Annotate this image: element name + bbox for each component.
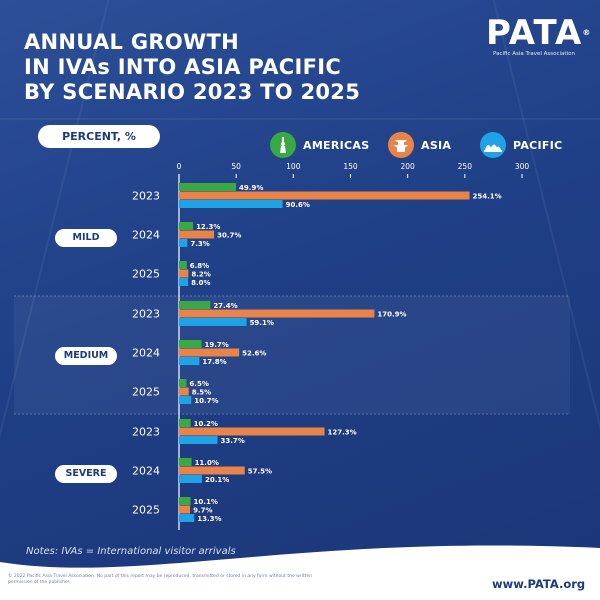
- data-label: 8.5%: [192, 389, 211, 397]
- bar-pacific: [179, 396, 192, 404]
- bar-americas: [179, 301, 211, 309]
- logo-text: PATA: [486, 13, 583, 53]
- data-label: 33.7%: [221, 437, 245, 445]
- data-label: 17.8%: [202, 358, 226, 366]
- data-label: 90.6%: [286, 201, 310, 209]
- data-label: 8.0%: [191, 279, 210, 287]
- legend-label-asia: ASIA: [421, 138, 452, 152]
- legend-item-pacific: PACIFIC: [480, 130, 563, 160]
- scenario-label-severe: SEVERE: [55, 465, 117, 483]
- footnote: Notes: IVAs = International visitor arri…: [26, 546, 236, 557]
- data-label: 10.2%: [194, 420, 218, 428]
- statue-of-liberty-icon: [270, 132, 296, 158]
- logo-wordmark: PATA®: [486, 13, 590, 53]
- bar-americas: [179, 419, 191, 427]
- bar-asia: [179, 348, 240, 357]
- bar-pacific: [179, 514, 195, 522]
- logo-subtitle: Pacific Asia Travel Association: [493, 51, 575, 57]
- legend-label-pacific: PACIFIC: [513, 138, 563, 152]
- pata-logo: PATA® Pacific Asia Travel Association: [486, 13, 590, 57]
- scenario-label-mild: MILD: [55, 229, 117, 247]
- bar-asia: [179, 387, 189, 396]
- data-label: 49.9%: [239, 184, 263, 192]
- data-label: 11.0%: [195, 459, 219, 467]
- background-line: [0, 118, 600, 120]
- unit-label: PERCENT, %: [38, 125, 160, 148]
- bar-pacific: [179, 200, 283, 208]
- data-label: 7.3%: [190, 240, 209, 248]
- data-label: 52.6%: [242, 350, 266, 358]
- data-label: 57.5%: [248, 468, 272, 476]
- data-label: 254.1%: [473, 193, 502, 201]
- year-label: 2024: [132, 229, 160, 242]
- bar-pacific: [179, 278, 189, 286]
- data-label: 19.7%: [205, 341, 229, 349]
- year-label: 2023: [132, 308, 160, 321]
- bar-pacific: [179, 357, 200, 365]
- copyright-text: © 2022 Pacific Asia Travel Association. …: [8, 574, 313, 585]
- legend-item-americas: AMERICAS: [270, 130, 369, 160]
- year-label: 2024: [132, 347, 160, 360]
- data-label: 170.9%: [377, 311, 406, 319]
- opera-house-icon: [480, 132, 506, 158]
- data-label: 27.4%: [213, 302, 237, 310]
- x-tick-label: 250: [458, 162, 473, 171]
- legend-label-americas: AMERICAS: [303, 138, 370, 152]
- data-label: 30.7%: [217, 232, 241, 240]
- footer-wave: [0, 545, 600, 600]
- year-label: 2024: [132, 465, 160, 478]
- scenario-label-medium: MEDIUM: [55, 347, 117, 365]
- data-label: 13.3%: [197, 515, 221, 523]
- pagoda-icon: [388, 132, 414, 158]
- title-line-1: ANNUAL GROWTH: [24, 30, 239, 54]
- x-tick-label: 0: [177, 162, 182, 171]
- x-tick-label: 300: [515, 162, 530, 171]
- bar-pacific: [179, 475, 202, 483]
- data-label: 8.2%: [191, 271, 210, 279]
- data-label: 59.1%: [250, 319, 274, 327]
- bar-americas: [179, 458, 192, 466]
- title-line-3: BY SCENARIO 2023 TO 2025: [24, 80, 361, 104]
- data-label: 20.1%: [205, 476, 229, 484]
- bar-asia: [179, 191, 470, 200]
- bar-asia: [179, 230, 215, 239]
- data-label: 9.7%: [193, 507, 212, 515]
- x-tick-label: 50: [231, 162, 241, 171]
- data-label: 6.8%: [190, 262, 209, 270]
- bar-americas: [179, 379, 187, 387]
- bar-asia: [179, 466, 245, 475]
- title-line-2: IN IVAs INTO ASIA PACIFIC: [24, 55, 342, 79]
- year-label: 2025: [132, 386, 160, 399]
- year-label: 2025: [132, 504, 160, 517]
- bar-americas: [179, 183, 237, 191]
- year-label: 2023: [132, 426, 160, 439]
- data-label: 127.3%: [328, 429, 357, 437]
- data-label: 10.1%: [194, 498, 218, 506]
- bar-pacific: [179, 436, 218, 444]
- bar-pacific: [179, 318, 247, 326]
- bar-americas: [179, 497, 191, 505]
- data-label: 12.3%: [196, 223, 220, 231]
- logo-registered-mark: ®: [582, 28, 592, 37]
- x-tick-label: 150: [343, 162, 358, 171]
- bar-asia: [179, 505, 191, 514]
- year-label: 2023: [132, 190, 160, 203]
- data-label: 6.5%: [189, 380, 208, 388]
- bar-asia: [179, 427, 325, 436]
- bar-asia: [179, 269, 189, 278]
- x-tick-label: 100: [286, 162, 301, 171]
- bar-asia: [179, 309, 375, 318]
- bar-americas: [179, 222, 194, 230]
- chart-title: ANNUAL GROWTH IN IVAs INTO ASIA PACIFIC …: [24, 30, 414, 105]
- legend-item-asia: ASIA: [388, 130, 451, 160]
- bar-americas: [179, 340, 202, 348]
- year-label: 2025: [132, 268, 160, 281]
- data-label: 10.7%: [194, 397, 218, 405]
- bar-americas: [179, 261, 187, 269]
- x-tick-label: 200: [401, 162, 416, 171]
- bar-pacific: [179, 239, 188, 247]
- website-link[interactable]: www.PATA.org: [492, 577, 586, 591]
